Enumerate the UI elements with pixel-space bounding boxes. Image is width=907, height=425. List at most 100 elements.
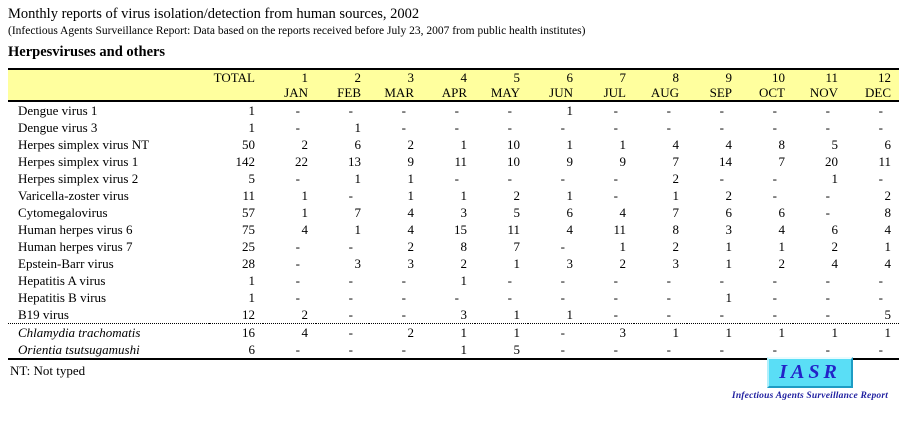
value-cell: 10 <box>507 154 520 169</box>
value-cell: 7 <box>672 154 680 169</box>
month-number-header: 1 <box>263 68 316 85</box>
virus-name-cell: Varicella-zoster virus <box>18 188 129 203</box>
value-cell: 11 <box>242 188 255 203</box>
value-cell: - <box>528 341 581 360</box>
name-column-header-spacer <box>8 85 209 102</box>
month-number-header: 3 <box>369 68 422 85</box>
virus-name-cell: Herpes simplex virus 1 <box>18 154 139 169</box>
table-row: Chlamydia trachomatis 16 4-2 1 1-3 1 1 1 1 1 <box>8 323 899 341</box>
value-cell: 1 <box>566 188 574 203</box>
table-body: Dengue virus 1 1- - - - -1- - - - - - Dengue virus … <box>8 101 899 360</box>
virus-name-cell: Human herpes virus 7 <box>18 239 133 254</box>
table-row: Human herpes virus 6 75 4 1 4 15 11 4 11 8 3 4 6 4 <box>8 221 899 238</box>
virus-name-cell: Herpes simplex virus 2 <box>18 171 139 186</box>
value-cell: 1 <box>566 137 574 152</box>
value-cell: 3 <box>725 222 733 237</box>
value-cell: 5 <box>884 307 892 322</box>
month-name-header: APR <box>422 85 475 102</box>
value-cell: - <box>613 307 618 322</box>
value-cell: - <box>687 341 740 360</box>
iasr-logo-caption: Infectious Agents Surveillance Report <box>731 391 889 401</box>
value-cell: 1 <box>407 188 415 203</box>
value-cell: 4 <box>831 256 839 271</box>
virus-name-cell: Dengue virus 1 <box>18 103 98 118</box>
value-cell: - <box>878 290 883 305</box>
value-cell: - <box>560 273 565 288</box>
value-cell: 2 <box>513 188 521 203</box>
value-cell: - <box>772 307 777 322</box>
value-cell: 7 <box>778 154 786 169</box>
month-number-header: 4 <box>422 68 475 85</box>
value-cell: - <box>507 290 512 305</box>
table-row: Dengue virus 1 1 - - - - - 1 - - - - - - <box>8 101 899 119</box>
value-cell: - <box>666 290 671 305</box>
value-cell: - <box>560 120 565 135</box>
value-cell: 1 <box>248 120 256 135</box>
month-name-header: JAN <box>263 85 316 102</box>
value-cell: 2 <box>460 256 468 271</box>
value-cell: 1 <box>725 256 733 271</box>
value-cell: - <box>772 188 777 203</box>
value-cell: 1 <box>248 273 256 288</box>
value-cell: 1 <box>301 205 309 220</box>
value-cell: - <box>401 273 406 288</box>
header-row-months: JAN FEB MAR APR MAY JUN JUL AUG SEP OCT NOV DEC <box>8 85 899 102</box>
value-cell: - <box>846 341 899 360</box>
value-cell: 12 <box>242 307 255 322</box>
value-cell: - <box>295 120 300 135</box>
value-cell: 2 <box>672 239 680 254</box>
iasr-logo: IASR Infectious Agents Surveillance Repo… <box>726 357 894 401</box>
value-cell: - <box>507 103 512 118</box>
value-cell: - <box>348 188 353 203</box>
value-cell: - <box>295 103 300 118</box>
value-cell: - <box>825 188 830 203</box>
month-name-header: MAR <box>369 85 422 102</box>
value-cell: - <box>878 120 883 135</box>
value-cell: - <box>666 120 671 135</box>
value-cell: - <box>454 120 459 135</box>
value-cell: 57 <box>242 205 255 220</box>
value-cell: 1 <box>566 307 574 322</box>
value-cell: - <box>878 103 883 118</box>
value-cell: 7 <box>513 239 521 254</box>
value-cell: 1 <box>460 188 468 203</box>
value-cell: 2 <box>672 171 680 186</box>
value-cell: 4 <box>672 137 680 152</box>
value-cell: 3 <box>672 256 680 271</box>
value-cell: 1 <box>778 239 786 254</box>
value-cell: 4 <box>725 137 733 152</box>
month-name-header: SEP <box>687 85 740 102</box>
value-cell: 4 <box>619 205 627 220</box>
month-name-header: MAY <box>475 85 528 102</box>
value-cell: 7 <box>672 205 680 220</box>
value-cell: 75 <box>242 222 255 237</box>
value-cell: - <box>613 188 618 203</box>
value-cell: 1 <box>846 323 899 341</box>
value-cell: 2 <box>407 137 415 152</box>
value-cell: 2 <box>301 307 309 322</box>
table-row: Epstein-Barr virus 28 - 3 3 2 1 3 2 3 1 2 4 4 <box>8 255 899 272</box>
value-cell: 2 <box>778 256 786 271</box>
value-cell: - <box>613 290 618 305</box>
value-cell: 1 <box>248 290 256 305</box>
virus-name-cell: Hepatitis A virus <box>18 273 106 288</box>
virus-name-cell: B19 virus <box>18 307 69 322</box>
value-cell: 3 <box>581 323 634 341</box>
value-cell: 1 <box>513 256 521 271</box>
page-title: Monthly reports of virus isolation/detec… <box>8 6 420 22</box>
value-cell: 1 <box>422 323 475 341</box>
value-cell: - <box>825 120 830 135</box>
value-cell: 1 <box>475 323 528 341</box>
value-cell: 1 <box>884 239 892 254</box>
value-cell: 2 <box>301 137 309 152</box>
value-cell: 5 <box>475 341 528 360</box>
value-cell: 1 <box>354 222 362 237</box>
value-cell: 9 <box>407 154 415 169</box>
value-cell: 6 <box>354 137 362 152</box>
value-cell: - <box>613 171 618 186</box>
value-cell: - <box>825 205 830 220</box>
value-cell: 4 <box>407 222 415 237</box>
value-cell: - <box>401 120 406 135</box>
value-cell: - <box>348 273 353 288</box>
footnote: NT: Not typed <box>10 363 86 378</box>
